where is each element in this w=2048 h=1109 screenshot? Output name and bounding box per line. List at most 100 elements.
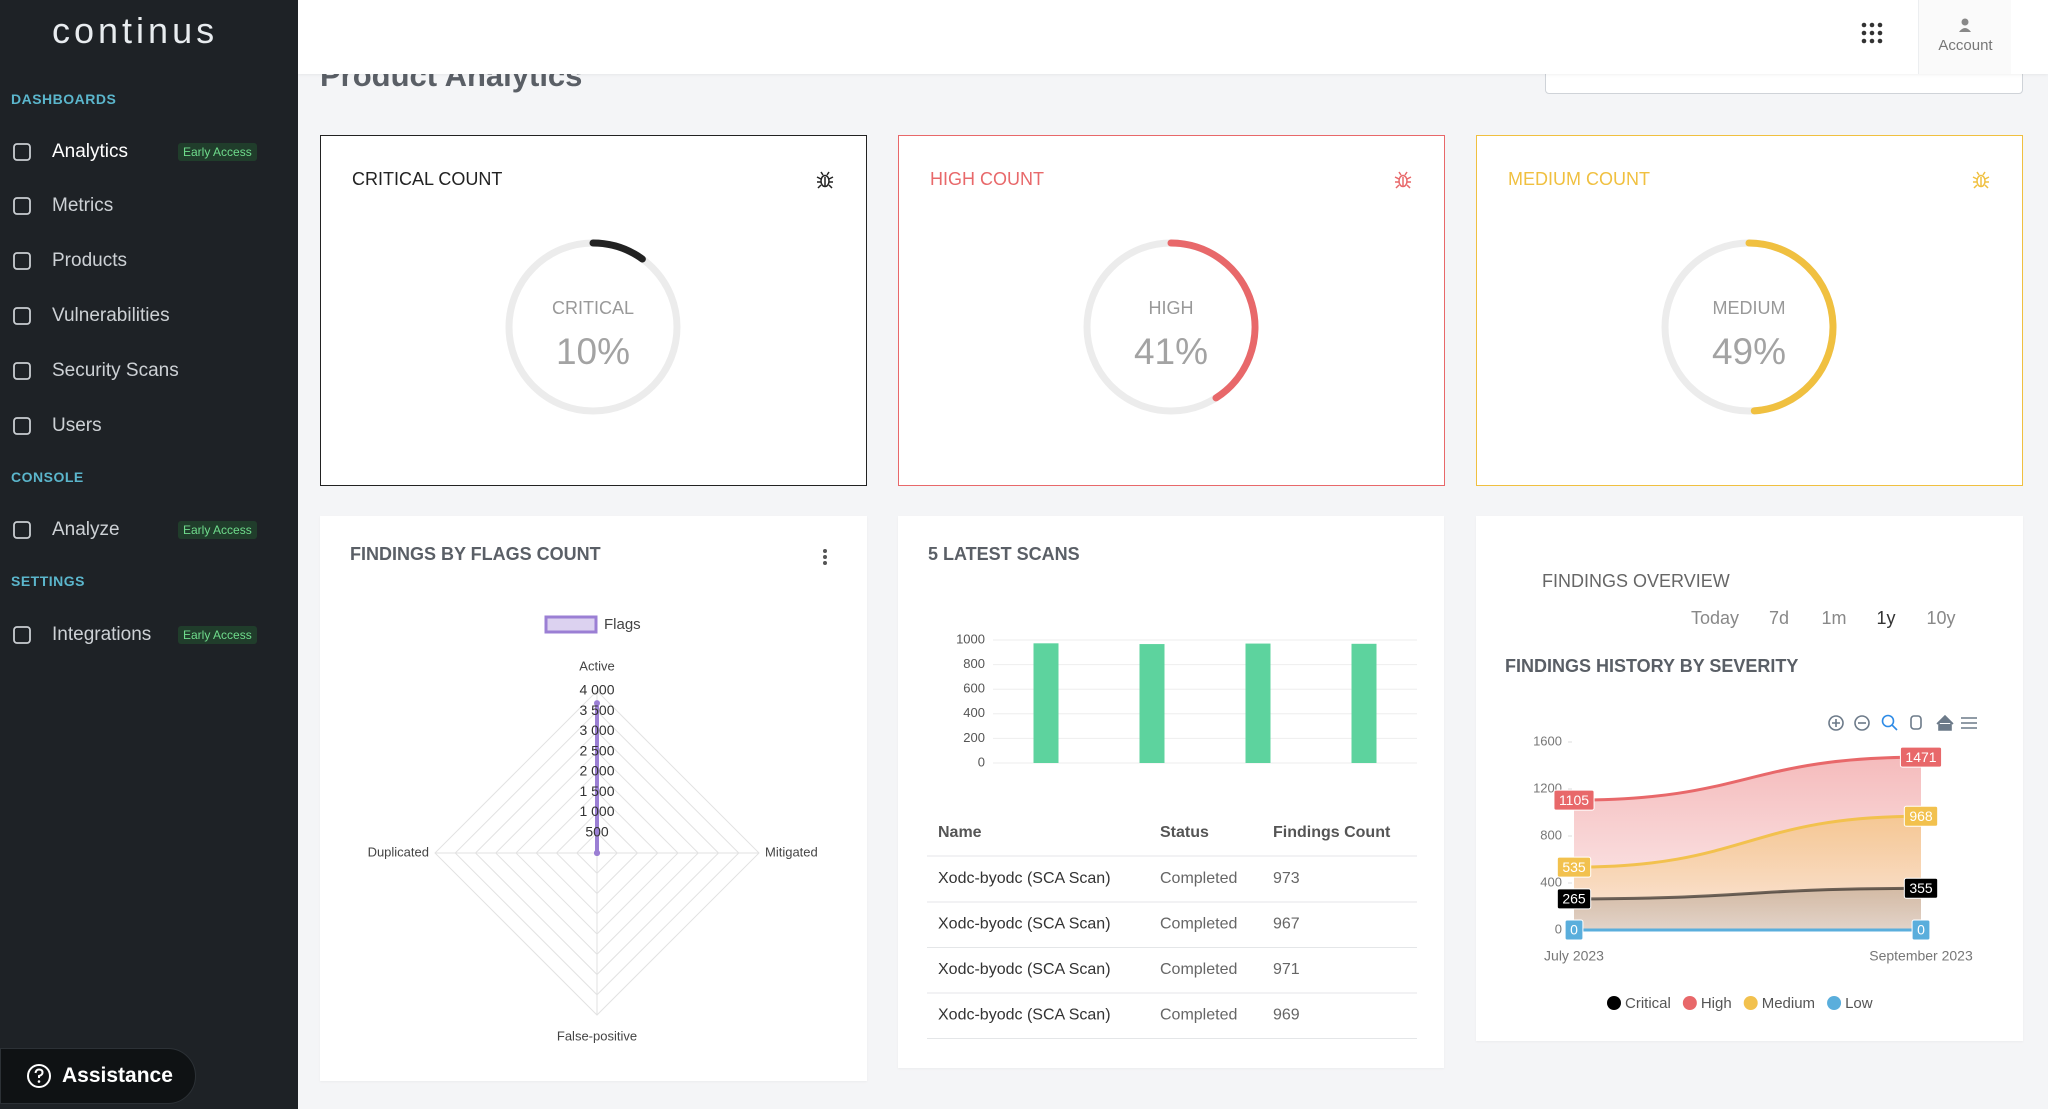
range-button[interactable]: Today xyxy=(1691,608,1739,628)
card-title: MEDIUM COUNT xyxy=(1508,169,1650,189)
legend-label[interactable]: Low xyxy=(1845,995,1873,1012)
apps-dot xyxy=(1861,22,1867,28)
assistance-button[interactable]: Assistance xyxy=(0,1048,196,1104)
range-button[interactable]: 1m xyxy=(1821,608,1846,628)
card-canvas: FINDINGS OVERVIEW Today 7d 1m 1y 10y FINDINGS … xyxy=(1505,571,1977,1012)
y-tick-label: 0 xyxy=(1555,921,1562,936)
tick-label: 2 000 xyxy=(579,763,614,779)
table-header: Status xyxy=(1160,824,1209,841)
nav-icon-shape xyxy=(13,143,31,161)
y-tick-label: 0 xyxy=(978,754,985,769)
legend-label[interactable]: High xyxy=(1701,995,1732,1012)
x-tick-label: July 2023 xyxy=(1544,948,1604,964)
nav-icon xyxy=(13,417,31,435)
apps-dot xyxy=(1861,30,1867,36)
radar-card: FINDINGS BY FLAGS COUNT Active Mitigated Fa… xyxy=(320,516,867,1081)
gauge-arc xyxy=(1167,239,1259,402)
bug-icon xyxy=(1394,171,1412,189)
nav-icon xyxy=(13,143,31,161)
nav-icon-shape xyxy=(13,626,31,644)
bar xyxy=(1351,643,1377,763)
gauge-track xyxy=(505,239,681,415)
data-label: 355 xyxy=(1909,880,1933,896)
tick-label: 1 500 xyxy=(579,783,614,799)
table-cell: Xodc-byodc (SCA Scan) xyxy=(938,961,1111,978)
nav-item[interactable]: Analytics Early Access xyxy=(0,136,298,168)
zoom-button[interactable] xyxy=(1854,715,1870,731)
nav-label: Analytics xyxy=(52,141,129,162)
range-button[interactable]: 7d xyxy=(1769,608,1789,628)
axis-label: Mitigated xyxy=(765,844,818,859)
selection-zoom[interactable] xyxy=(1881,714,1895,728)
nav-item[interactable]: Products xyxy=(0,245,298,277)
card-title: 5 LATEST SCANS xyxy=(928,544,1080,564)
overview-title: FINDINGS OVERVIEW xyxy=(1542,571,1730,591)
gauge-card: HIGH COUNT HIGH 41% xyxy=(898,135,1445,486)
legend-label[interactable]: Medium xyxy=(1762,995,1815,1012)
menu-dot[interactable] xyxy=(823,561,827,565)
tick-label: 1 000 xyxy=(579,803,614,819)
bug-legs xyxy=(1394,171,1412,189)
gauge-label: MEDIUM xyxy=(1713,298,1786,318)
card-canvas: 5 LATEST SCANS 0 200 400 600 800 1000 Name Statu… xyxy=(927,544,1417,1039)
data-label-bg xyxy=(1564,919,1584,941)
nav-label: Security Scans xyxy=(52,360,179,381)
data-label: 1105 xyxy=(1559,792,1589,808)
nav-item[interactable]: Vulnerabilities xyxy=(0,300,298,332)
tick-label: 500 xyxy=(585,823,609,839)
nav-item[interactable]: Security Scans xyxy=(0,355,298,387)
sidebar: continus DASHBOARDS Analytics Early Access M… xyxy=(0,0,298,1109)
tick-label: 4 000 xyxy=(579,682,614,698)
pan-button[interactable] xyxy=(1910,715,1922,730)
gauge-card: CRITICAL COUNT CRITICAL 10% xyxy=(320,135,867,486)
nav-item[interactable]: Integrations Early Access xyxy=(0,619,298,651)
y-tick-label: 400 xyxy=(963,705,985,720)
range-button[interactable]: 10y xyxy=(1926,608,1955,628)
nav-item[interactable]: Analyze Early Access xyxy=(0,514,298,546)
data-label: 968 xyxy=(1909,808,1933,824)
data-label-bg xyxy=(1911,919,1931,941)
card-title: HIGH COUNT xyxy=(930,169,1044,189)
apps-icon[interactable] xyxy=(1860,21,1884,45)
data-label: 0 xyxy=(1570,922,1578,938)
table-cell: Completed xyxy=(1160,1007,1237,1024)
y-tick-label: 400 xyxy=(1540,874,1562,889)
nav-icon xyxy=(13,252,31,270)
apps-dot xyxy=(1877,30,1883,36)
card-canvas: MEDIUM COUNT MEDIUM 49% xyxy=(1508,169,1990,415)
gauge-arc xyxy=(1745,239,1837,415)
zoom-button[interactable] xyxy=(1828,715,1844,731)
help-mark xyxy=(34,1068,44,1078)
account-button[interactable]: Account xyxy=(1918,0,2011,74)
legend-marker xyxy=(1682,996,1697,1010)
menu-button[interactable] xyxy=(1961,717,1977,729)
nav-label: Products xyxy=(52,250,127,271)
table-cell: 973 xyxy=(1273,870,1300,887)
menu-dot[interactable] xyxy=(823,549,827,553)
table-header: Name xyxy=(938,824,982,841)
table-cell: Completed xyxy=(1160,916,1237,933)
bar xyxy=(1245,643,1271,763)
history-card: FINDINGS OVERVIEW Today 7d 1m 1y 10y FINDINGS … xyxy=(1476,516,2023,1041)
legend-label[interactable]: Critical xyxy=(1625,995,1671,1012)
y-tick-label: 800 xyxy=(963,656,985,671)
card-canvas: FINDINGS BY FLAGS COUNT Active Mitigated Fa… xyxy=(350,544,827,1043)
card-title: FINDINGS BY FLAGS COUNT xyxy=(350,544,601,564)
badge: Early Access xyxy=(178,521,257,539)
nav-item[interactable]: Metrics xyxy=(0,190,298,222)
table-cell: Xodc-byodc (SCA Scan) xyxy=(938,870,1111,887)
nav-icon-shape xyxy=(13,417,31,435)
table-cell: 971 xyxy=(1273,961,1300,978)
menu-dot[interactable] xyxy=(823,555,827,559)
nav-item[interactable]: Users xyxy=(0,410,298,442)
range-button[interactable]: 1y xyxy=(1876,608,1895,628)
nav-icon xyxy=(13,626,31,644)
y-tick-label: 800 xyxy=(1540,827,1562,842)
nav-label: Users xyxy=(52,415,102,436)
home-button[interactable] xyxy=(1936,714,1954,731)
area-line xyxy=(1573,755,1922,802)
card-canvas: HIGH COUNT HIGH 41% xyxy=(930,169,1412,415)
area-line xyxy=(1573,886,1922,901)
gauge-label: CRITICAL xyxy=(552,298,634,318)
bug-icon xyxy=(816,171,834,189)
